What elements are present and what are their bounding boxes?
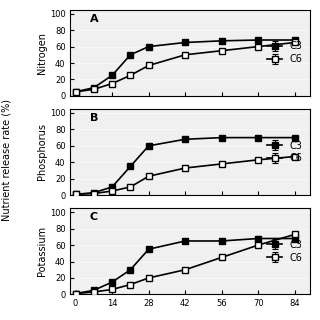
- Legend: C3, C6: C3, C6: [264, 38, 306, 67]
- Legend: C3, C6: C3, C6: [264, 237, 306, 266]
- Text: C: C: [90, 212, 98, 222]
- Y-axis label: Phosphorus: Phosphorus: [37, 124, 47, 180]
- Y-axis label: Nitrogen: Nitrogen: [37, 32, 47, 74]
- Text: A: A: [90, 14, 98, 24]
- Text: B: B: [90, 113, 98, 123]
- Legend: C3, C6: C3, C6: [264, 138, 306, 166]
- Text: Nutrient release rate (%): Nutrient release rate (%): [1, 99, 12, 221]
- Y-axis label: Potassium: Potassium: [37, 226, 47, 276]
